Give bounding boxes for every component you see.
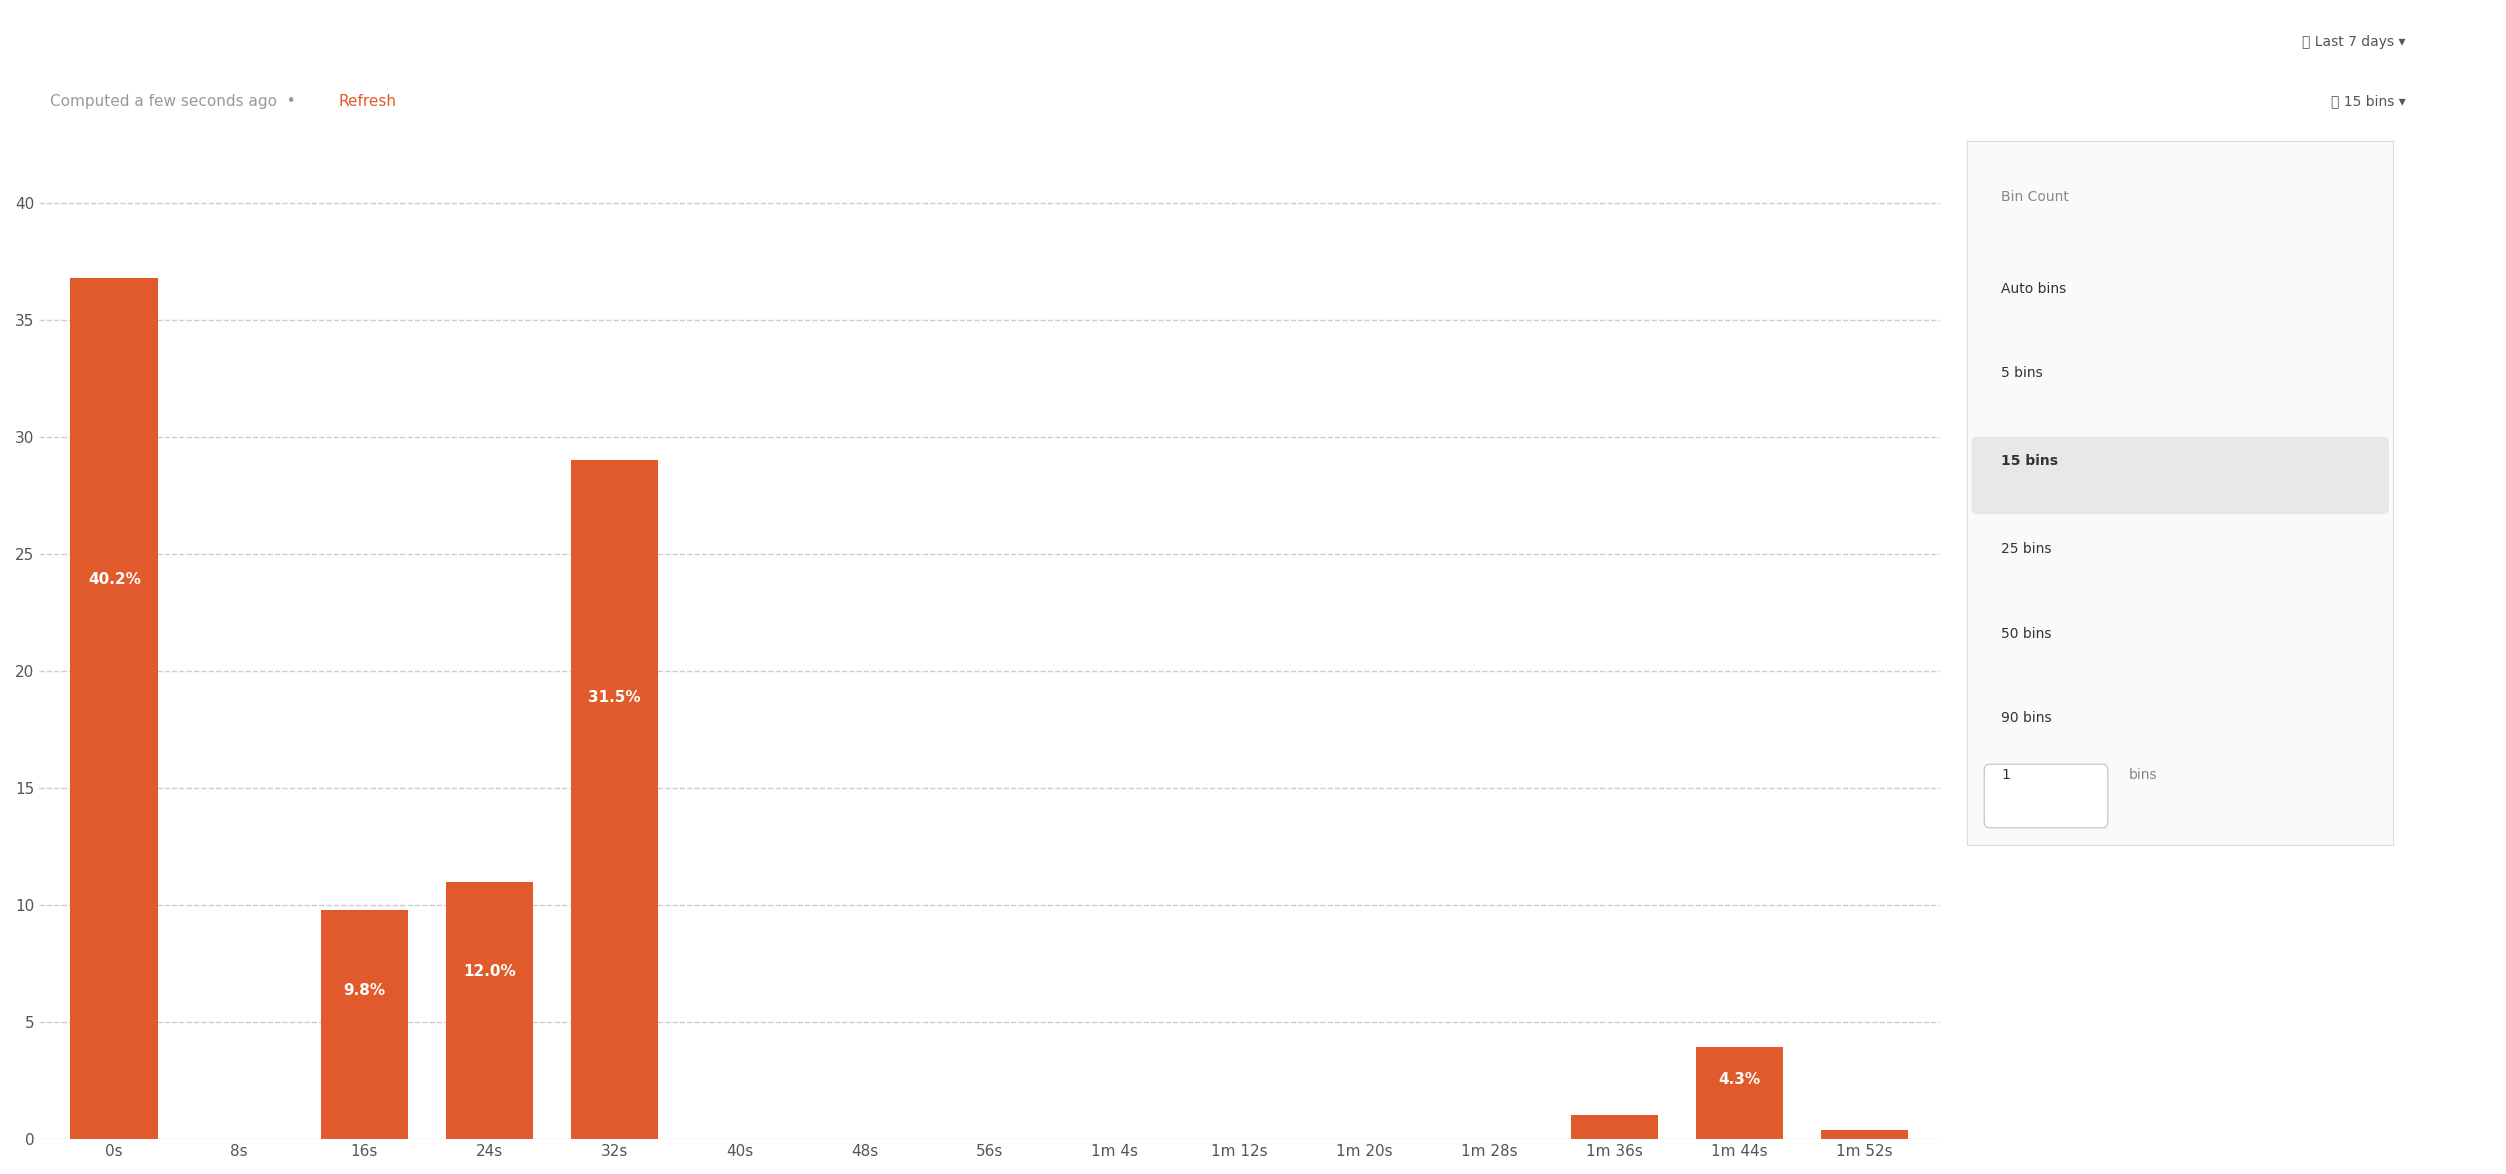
Text: Computed a few seconds ago  •: Computed a few seconds ago • — [50, 94, 306, 109]
Text: Bin Count: Bin Count — [2002, 190, 2070, 204]
Bar — [321, 910, 408, 1139]
FancyBboxPatch shape — [1985, 764, 2108, 828]
Text: 31.5%: 31.5% — [589, 690, 642, 706]
Text: 15 bins: 15 bins — [2002, 454, 2057, 468]
Bar — [70, 277, 158, 1139]
Bar — [1571, 1114, 1659, 1139]
Text: 5 bins: 5 bins — [2002, 366, 2042, 380]
Text: bins: bins — [2130, 768, 2158, 782]
Bar — [571, 460, 659, 1139]
Bar — [1697, 1047, 1784, 1139]
Text: 50 bins: 50 bins — [2002, 627, 2052, 641]
Text: Auto bins: Auto bins — [2002, 282, 2067, 296]
Text: ⬛ Last 7 days ▾: ⬛ Last 7 days ▾ — [2303, 35, 2406, 49]
Bar — [446, 882, 534, 1139]
Text: Refresh: Refresh — [338, 94, 396, 109]
Text: 4.3%: 4.3% — [1719, 1072, 1762, 1086]
Text: 90 bins: 90 bins — [2002, 711, 2052, 726]
Text: 9.8%: 9.8% — [343, 983, 386, 998]
Text: 📊 15 bins ▾: 📊 15 bins ▾ — [2331, 94, 2406, 108]
Text: 1: 1 — [2002, 768, 2010, 782]
FancyBboxPatch shape — [1972, 437, 2388, 514]
Bar — [1822, 1129, 1910, 1139]
Text: 25 bins: 25 bins — [2002, 542, 2052, 556]
Text: 12.0%: 12.0% — [464, 964, 516, 979]
Text: 40.2%: 40.2% — [88, 572, 140, 587]
Text: 1.1%: 1.1% — [1596, 1094, 1631, 1107]
